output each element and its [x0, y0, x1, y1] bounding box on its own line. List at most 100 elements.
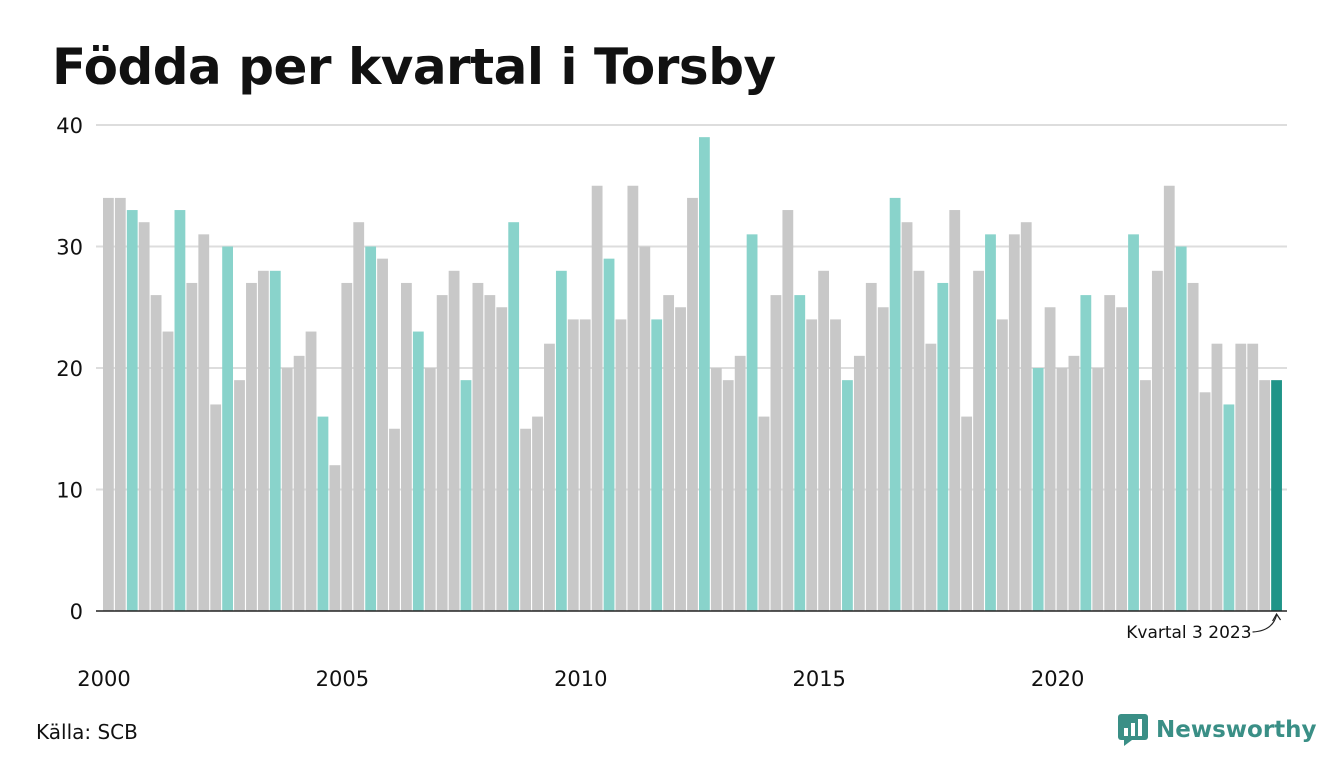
bar: 2005 K4: 29 — [377, 258, 388, 611]
bar: 2007 K1: 26 — [436, 295, 448, 611]
x-axis-labels: 2000 2005 2010 2015 2020 — [77, 667, 1084, 691]
bar: 2011 K4: 26 — [663, 295, 675, 611]
bar: 2003 K4: 20 — [281, 368, 293, 611]
bar: 2014 K1: 26 — [770, 295, 782, 611]
bar: 2018 K4: 24 — [997, 319, 1008, 611]
bar: 2022 K4: 27 — [1187, 282, 1199, 611]
newsworthy-logo-icon — [1118, 714, 1148, 746]
x-tick-label: 2000 — [77, 667, 130, 691]
bar: 2018 K2: 28 — [973, 270, 984, 611]
bar: undefined: 19 — [1259, 380, 1271, 611]
y-tick-label: 0 — [70, 600, 83, 624]
bar: 2016 K3: 34 — [889, 197, 901, 611]
bar: 2014 K4: 24 — [806, 319, 818, 611]
bar: 2015 K4: 21 — [853, 355, 865, 611]
bar: 2009 K4: 24 — [567, 319, 579, 611]
bar: 2003 K3: 28 — [269, 270, 281, 611]
annotation: Kvartal 3 2023 — [1126, 612, 1282, 643]
bar: 2017 K1: 28 — [913, 270, 925, 611]
bar: 2008 K2: 25 — [496, 307, 508, 611]
bar: 2008 K4: 15 — [520, 428, 531, 611]
x-tick-label: 2015 — [792, 667, 845, 691]
bar: 2009 K1: 16 — [532, 416, 543, 611]
bar: 2004 K2: 23 — [305, 331, 317, 611]
bar: 2007 K2: 28 — [448, 270, 460, 611]
bar: 2012 K1: 25 — [675, 307, 686, 611]
bar: 2000 K1: 34 — [103, 197, 114, 611]
bar: 2007 K3: 19 — [460, 380, 472, 611]
bar: 2016 K4: 32 — [901, 222, 913, 611]
bar: 2012 K4: 20 — [710, 368, 722, 611]
bar: 2002 K4: 19 — [234, 380, 245, 611]
annotation-arrow — [1252, 614, 1278, 633]
bar: undefined: 19 — [1271, 380, 1282, 611]
bar: 2019 K4: 25 — [1044, 307, 1056, 611]
brand-logo: Newsworthy — [1118, 714, 1317, 746]
bar: 2019 K3: 20 — [1032, 368, 1044, 611]
x-tick-label: 2005 — [316, 667, 369, 691]
bar: 2023 K1: 18 — [1199, 392, 1211, 611]
bar: 2020 K4: 20 — [1092, 368, 1104, 611]
bar: 2002 K3: 30 — [222, 246, 233, 611]
bar: 2002 K1: 31 — [198, 234, 210, 611]
bar: 2006 K1: 15 — [389, 428, 400, 611]
bar: 2020 K3: 26 — [1080, 295, 1092, 611]
bar: 2002 K2: 17 — [210, 404, 222, 611]
bar: 2000 K3: 33 — [126, 210, 138, 612]
bar: 2010 K2: 35 — [591, 185, 603, 611]
bar: 2021 K1: 26 — [1104, 295, 1116, 611]
x-tick-label: 2020 — [1031, 667, 1084, 691]
bar: 2005 K2: 32 — [353, 222, 365, 611]
y-tick-label: 20 — [56, 357, 83, 381]
bar: 2013 K3: 31 — [746, 234, 758, 611]
bar: 2012 K2: 34 — [687, 197, 698, 611]
bar: 2016 K1: 27 — [865, 282, 877, 611]
bar: 2011 K3: 24 — [651, 319, 663, 611]
bar: 2010 K1: 24 — [579, 319, 591, 611]
bar: 2005 K1: 27 — [341, 282, 353, 611]
bar: 2021 K2: 25 — [1116, 307, 1127, 611]
bar: 2000 K2: 34 — [114, 197, 126, 611]
bar: 2013 K1: 19 — [722, 380, 734, 611]
bar: 2017 K2: 22 — [925, 343, 937, 611]
bar-chart: 0 10 20 30 40 2000 K1: 342000 K2: 342000 K3:… — [56, 114, 1287, 691]
bar: 2022 K3: 30 — [1175, 246, 1187, 611]
bar: 2006 K4: 20 — [424, 368, 436, 611]
bar: 2017 K4: 33 — [949, 210, 961, 612]
bar: 2019 K1: 31 — [1008, 234, 1020, 611]
bar: 2008 K3: 32 — [508, 222, 520, 611]
bar: 2008 K1: 26 — [484, 295, 496, 611]
bar: 2014 K3: 26 — [794, 295, 806, 611]
bars: 2000 K1: 342000 K2: 342000 K3: 332000 K4… — [103, 137, 1282, 612]
bar: 2011 K1: 35 — [627, 185, 639, 611]
bar: undefined: 22 — [1247, 343, 1259, 611]
bar: 2006 K3: 23 — [412, 331, 424, 611]
bar: 2009 K2: 22 — [544, 343, 555, 611]
bar: 2023 K3: 17 — [1223, 404, 1235, 611]
y-tick-label: 10 — [56, 479, 83, 503]
bar: 2001 K3: 33 — [174, 210, 186, 612]
bar: 2011 K2: 30 — [639, 246, 651, 611]
bar: 2001 K1: 26 — [150, 295, 162, 611]
bar: 2006 K2: 27 — [401, 282, 412, 611]
bar: 2005 K3: 30 — [365, 246, 377, 611]
bar: 2022 K2: 35 — [1163, 185, 1175, 611]
bar: 2003 K2: 28 — [257, 270, 269, 611]
bar: 2014 K2: 33 — [782, 210, 794, 612]
bar: 2004 K4: 12 — [329, 465, 341, 611]
x-tick-label: 2010 — [554, 667, 607, 691]
bar: 2023 K2: 22 — [1211, 343, 1223, 611]
bar: 2004 K3: 16 — [317, 416, 329, 611]
bar: 2016 K2: 25 — [877, 307, 889, 611]
source-note: Källa: SCB — [36, 720, 138, 744]
y-axis-labels: 0 10 20 30 40 — [56, 114, 83, 624]
bar: 2010 K3: 29 — [603, 258, 615, 611]
bar: 2001 K4: 27 — [186, 282, 198, 611]
bar: 2019 K2: 32 — [1020, 222, 1032, 611]
bar: 2021 K3: 31 — [1128, 234, 1139, 611]
bar: 2015 K3: 19 — [842, 380, 853, 611]
bar: 2022 K1: 28 — [1151, 270, 1163, 611]
bar: 2015 K2: 24 — [830, 319, 841, 611]
bar: 2004 K1: 21 — [293, 355, 305, 611]
bar: 2003 K1: 27 — [246, 282, 257, 611]
